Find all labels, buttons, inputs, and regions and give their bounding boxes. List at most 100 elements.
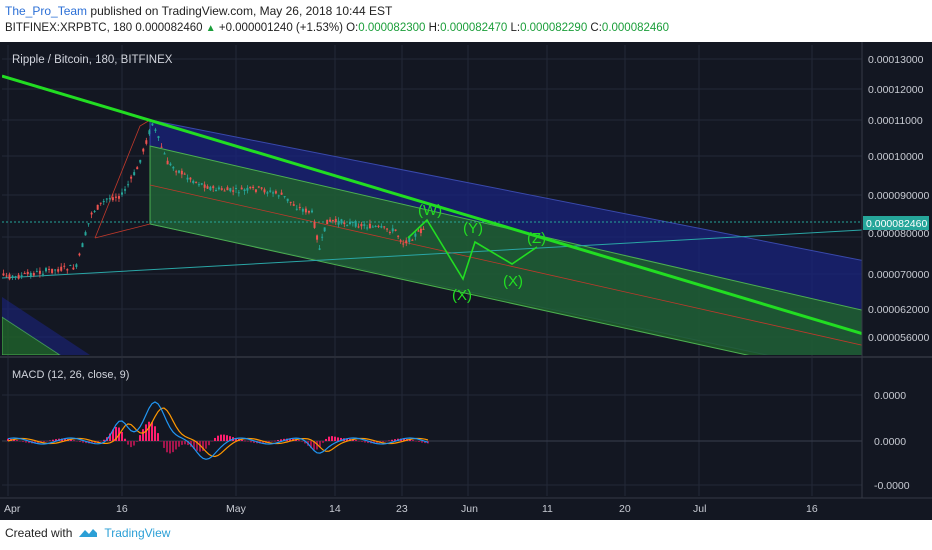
wave-z-label: (Z)	[527, 230, 546, 247]
macd-histogram-bar	[271, 441, 273, 442]
candle-body	[142, 148, 145, 152]
candle-body	[169, 163, 172, 166]
macd-histogram-bar	[25, 441, 27, 443]
candle-body	[217, 187, 220, 190]
price-tick: 0.00012000	[868, 84, 924, 96]
macd-histogram-bar	[391, 439, 393, 441]
macd-histogram-bar	[214, 437, 216, 441]
candle-body	[81, 243, 84, 248]
candle-body	[394, 229, 397, 231]
macd-histogram-bar	[352, 439, 354, 441]
created-with-text: Created with	[5, 526, 73, 540]
macd-histogram-bar	[295, 439, 297, 441]
macd-histogram-bar	[376, 441, 378, 444]
candle-body	[45, 268, 47, 272]
candle-body	[66, 269, 69, 271]
macd-grid	[2, 394, 862, 486]
tradingview-logo-icon	[79, 529, 98, 537]
channel-midline	[149, 184, 862, 346]
up-arrow-icon: ▲	[205, 23, 216, 34]
candle-body	[419, 228, 422, 234]
channels	[2, 74, 862, 355]
macd-histogram-bar	[298, 440, 300, 441]
candle-body	[313, 222, 316, 228]
candle-body	[331, 220, 334, 222]
candle-body	[87, 223, 90, 225]
time-tick: 16	[116, 503, 128, 515]
macd-histogram-bar	[274, 440, 276, 442]
macd-histogram-bar	[268, 441, 270, 443]
candle-body	[102, 201, 105, 203]
macd-histogram-bar	[85, 441, 87, 444]
macd-series	[7, 401, 429, 460]
macd-histogram-bar	[142, 429, 144, 441]
macd-histogram-bar	[340, 437, 342, 441]
macd-histogram-bar	[97, 441, 99, 443]
candle-body	[388, 232, 391, 234]
candle-body	[269, 190, 272, 192]
candle-body	[295, 208, 298, 210]
macd-histogram-bar	[325, 438, 327, 441]
macd-histogram-bar	[394, 439, 396, 441]
candle-body	[363, 224, 366, 226]
macd-histogram-bar	[304, 441, 306, 444]
wave-x2-label: (X)	[503, 273, 523, 290]
candle-body	[5, 275, 8, 277]
macd-histogram-bar	[229, 436, 231, 441]
candle-body	[166, 160, 169, 165]
macd-histogram-bar	[382, 441, 384, 443]
macd-histogram-bar	[235, 438, 237, 441]
published-text: published on TradingView.com, May 26, 20…	[90, 4, 393, 18]
candle-body	[78, 253, 81, 256]
candle-body	[72, 267, 75, 270]
close-value: 0.000082460	[601, 22, 670, 34]
candle-body	[391, 228, 394, 232]
candle-body	[14, 276, 17, 278]
candle-body	[215, 189, 218, 192]
macd-histogram-bar	[100, 441, 102, 442]
macd-histogram-bar	[151, 422, 153, 441]
macd-histogram-bar	[208, 441, 210, 446]
chart-area[interactable]: (W) (X) (Y) (X) (Z) Ripple / Bitcoin, 18…	[0, 42, 932, 520]
candle-body	[243, 189, 246, 192]
tradingview-brand-link[interactable]: TradingView	[104, 526, 171, 540]
macd-histogram-bar	[250, 441, 252, 443]
candle-body	[0, 273, 1, 274]
candle-body	[326, 219, 329, 224]
candle-body	[397, 235, 400, 237]
candle-body	[121, 192, 123, 195]
candle-body	[343, 222, 346, 225]
author-link[interactable]: The_Pro_Team	[5, 4, 88, 18]
candle-body	[220, 188, 223, 190]
chart-svg[interactable]: (W) (X) (Y) (X) (Z) Ripple / Bitcoin, 18…	[0, 42, 932, 520]
candle-body	[286, 198, 289, 202]
candle-body	[195, 181, 198, 183]
open-value: 0.000082300	[358, 22, 426, 34]
candle-body	[111, 197, 114, 201]
macd-histogram-bar	[109, 433, 111, 441]
candle-body	[417, 230, 420, 232]
macd-line	[7, 401, 429, 460]
macd-histogram-bar	[310, 441, 312, 449]
candle-body	[151, 123, 154, 126]
macd-histogram-bar	[358, 441, 360, 442]
candle-body	[200, 183, 203, 185]
price-tick: 0.000070000	[868, 269, 929, 281]
macd-histogram-bar	[253, 441, 255, 443]
macd-histogram-bar	[49, 440, 51, 441]
footer: Created with TradingView	[5, 526, 170, 540]
macd-histogram-bar	[154, 426, 156, 441]
candle-body	[351, 221, 354, 223]
macd-histogram-bar	[337, 437, 339, 441]
macd-histogram-bar	[124, 438, 126, 441]
candle-body	[20, 275, 23, 277]
macd-histogram-bar	[247, 441, 249, 442]
macd-histogram-bar	[172, 441, 174, 453]
projection-path	[407, 218, 538, 281]
candle-body	[289, 201, 292, 203]
macd-histogram-bar	[424, 441, 426, 444]
candle-body	[357, 226, 360, 228]
candle-body	[175, 171, 178, 173]
macd-histogram-bar	[184, 441, 186, 445]
signal-line	[7, 407, 429, 458]
